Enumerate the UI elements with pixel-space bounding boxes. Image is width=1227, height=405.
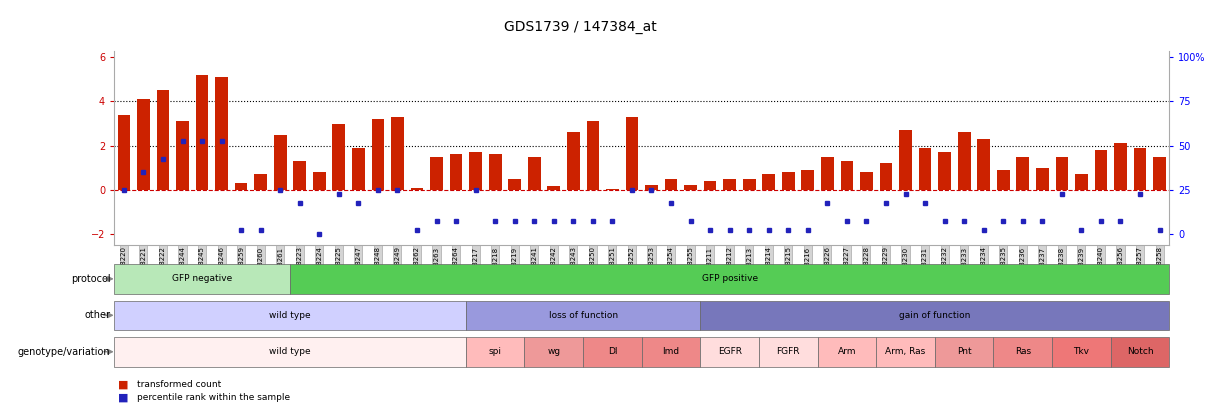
Bar <box>567 132 579 190</box>
Bar <box>234 183 248 190</box>
Bar <box>333 124 345 190</box>
Text: wg: wg <box>547 347 561 356</box>
Bar <box>665 179 677 190</box>
Bar <box>860 172 872 190</box>
Bar <box>313 172 325 190</box>
Text: percentile rank within the sample: percentile rank within the sample <box>137 393 291 402</box>
Text: other: other <box>85 310 110 320</box>
Text: GFP negative: GFP negative <box>172 274 232 283</box>
Bar <box>587 122 599 190</box>
Bar <box>450 154 463 190</box>
Bar <box>840 161 853 190</box>
Bar <box>215 77 228 190</box>
Text: Notch: Notch <box>1126 347 1153 356</box>
Bar <box>293 161 306 190</box>
Bar <box>996 170 1010 190</box>
Bar <box>742 179 756 190</box>
Bar <box>1114 143 1126 190</box>
Bar <box>899 130 912 190</box>
Text: GDS1739 / 147384_at: GDS1739 / 147384_at <box>504 20 656 34</box>
Text: genotype/variation: genotype/variation <box>18 347 110 357</box>
Bar <box>1094 150 1107 190</box>
Text: protocol: protocol <box>71 274 110 284</box>
Bar <box>488 154 502 190</box>
Bar <box>157 90 169 190</box>
Bar <box>978 139 990 190</box>
Text: GFP positive: GFP positive <box>702 274 758 283</box>
Text: ■: ■ <box>118 393 129 403</box>
Bar <box>547 186 561 190</box>
Text: Dl: Dl <box>607 347 617 356</box>
Bar <box>704 181 717 190</box>
Text: Tkv: Tkv <box>1074 347 1090 356</box>
Text: FGFR: FGFR <box>777 347 800 356</box>
Bar <box>391 117 404 190</box>
Bar <box>958 132 971 190</box>
Bar <box>137 99 150 190</box>
Text: ■: ■ <box>118 380 129 390</box>
Text: wild type: wild type <box>269 311 310 320</box>
Bar <box>352 148 364 190</box>
Bar <box>1075 174 1088 190</box>
Text: spi: spi <box>488 347 502 356</box>
Text: loss of function: loss of function <box>548 311 617 320</box>
Bar <box>508 179 521 190</box>
Bar <box>469 152 482 190</box>
Bar <box>118 115 130 190</box>
Bar <box>919 148 931 190</box>
Bar <box>880 163 892 190</box>
Bar <box>1036 168 1049 190</box>
Text: lmd: lmd <box>663 347 680 356</box>
Bar <box>1016 157 1029 190</box>
Bar <box>411 188 423 190</box>
Text: Arm: Arm <box>838 347 856 356</box>
Bar <box>372 119 384 190</box>
Bar <box>1153 157 1166 190</box>
Bar <box>723 179 736 190</box>
Bar <box>606 189 618 190</box>
Bar <box>801 170 815 190</box>
Text: Arm, Ras: Arm, Ras <box>886 347 925 356</box>
Bar <box>254 174 267 190</box>
Bar <box>762 174 775 190</box>
Bar <box>782 172 795 190</box>
Text: transformed count: transformed count <box>137 380 222 389</box>
Bar <box>1055 157 1069 190</box>
Text: Pnt: Pnt <box>957 347 972 356</box>
Bar <box>645 185 658 190</box>
Bar <box>195 75 209 190</box>
Bar <box>431 157 443 190</box>
Bar <box>821 157 833 190</box>
Bar <box>685 185 697 190</box>
Text: wild type: wild type <box>269 347 310 356</box>
Text: EGFR: EGFR <box>718 347 741 356</box>
Bar <box>939 152 951 190</box>
Bar <box>177 122 189 190</box>
Text: gain of function: gain of function <box>899 311 971 320</box>
Bar <box>274 134 287 190</box>
Bar <box>626 117 638 190</box>
Text: Ras: Ras <box>1015 347 1031 356</box>
Bar <box>1134 148 1146 190</box>
Bar <box>528 157 541 190</box>
